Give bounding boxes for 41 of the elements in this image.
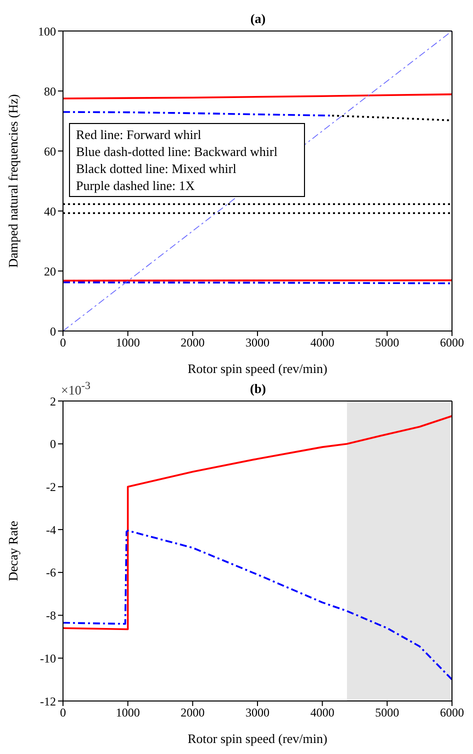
annotation: Blue dash-dotted line: Backward whirl xyxy=(76,143,278,160)
y-tick-label: -10 xyxy=(40,651,56,666)
y-tick-label: 2 xyxy=(50,394,56,408)
x-tick-label: 6000 xyxy=(440,706,464,720)
y-axis-title: Decay Rate xyxy=(6,520,21,582)
y-axis-title: Damped natural frequencies (Hz) xyxy=(6,94,21,268)
annotation: Black dotted line: Mixed whirl xyxy=(76,160,238,178)
x-tick-label: 2000 xyxy=(180,336,205,350)
y-tick-label: 60 xyxy=(44,144,56,158)
chart-title: (a) xyxy=(249,11,267,27)
annotation: Purple dashed line: 1X xyxy=(76,177,196,194)
x-tick-label: 6000 xyxy=(440,336,464,350)
y-tick-label: -2 xyxy=(46,480,56,494)
x-tick-label: 5000 xyxy=(375,336,400,350)
x-tick-label: 1000 xyxy=(116,706,140,720)
y-tick-label: -6 xyxy=(46,566,56,580)
y-tick-label: 100 xyxy=(38,24,56,38)
chart-title: (b) xyxy=(250,381,266,396)
x-tick-label: 3000 xyxy=(246,336,270,350)
x-tick-label: 3000 xyxy=(246,706,270,720)
x-tick-label: 0 xyxy=(60,706,66,720)
x-axis-title: Rotor spin speed (rev/min) xyxy=(188,731,328,746)
line-series xyxy=(63,415,452,630)
x-tick-label: 4000 xyxy=(310,336,334,350)
x-tick-label: 5000 xyxy=(375,706,400,720)
x-tick-label: 4000 xyxy=(310,706,334,720)
line-series xyxy=(63,530,452,680)
y-tick-label: 20 xyxy=(44,264,56,278)
y-tick-label: 80 xyxy=(44,84,56,98)
text: ×10$^{-3}$ xyxy=(61,380,90,398)
x-axis-title: Rotor spin speed (rev/min) xyxy=(188,361,328,376)
x-tick-label: 2000 xyxy=(180,706,205,720)
y-tick-label: 0 xyxy=(50,324,56,338)
x-tick-label: 1000 xyxy=(116,336,140,350)
annotation: Red line: Forward whirl xyxy=(76,126,202,144)
y-tick-label: 40 xyxy=(44,204,56,218)
y-tick-label: -4 xyxy=(46,522,56,537)
y-tick-label: 0 xyxy=(50,437,56,452)
y-tick-label: -8 xyxy=(46,608,56,623)
x-tick-label: 0 xyxy=(60,336,66,350)
y-tick-label: -12 xyxy=(40,694,56,708)
